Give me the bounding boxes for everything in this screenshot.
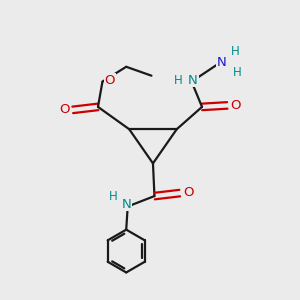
Text: O: O (59, 103, 70, 116)
Text: O: O (105, 74, 115, 87)
Text: H: H (232, 66, 241, 79)
Text: O: O (183, 186, 193, 199)
Text: H: H (109, 190, 118, 203)
Text: O: O (230, 99, 241, 112)
Text: H: H (174, 74, 183, 87)
Text: H: H (231, 45, 240, 58)
Text: N: N (188, 74, 198, 87)
Text: N: N (121, 198, 131, 211)
Text: N: N (217, 56, 226, 69)
